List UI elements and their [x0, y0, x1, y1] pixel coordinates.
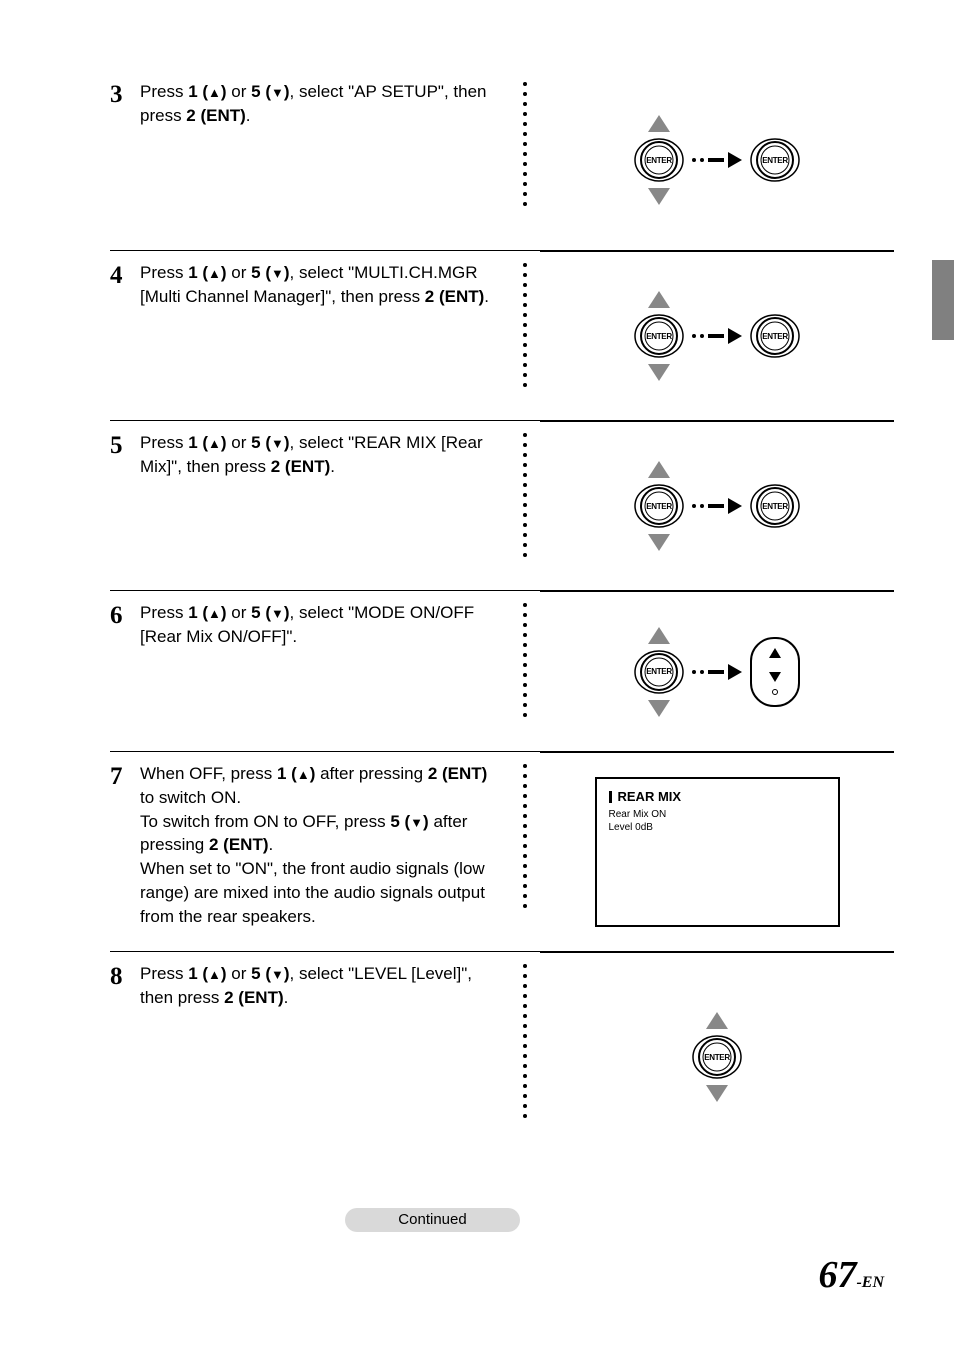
- up-arrow-icon: [648, 291, 670, 308]
- step-graphic: ENTER ENTER: [540, 80, 894, 240]
- up-down-button-icon: [750, 637, 800, 707]
- dotted-divider: [510, 80, 540, 240]
- up-arrow-icon: [648, 115, 670, 132]
- dotted-divider: [510, 962, 540, 1151]
- step-row: 3 Press 1 (▲) or 5 (▼), select "AP SETUP…: [110, 80, 894, 240]
- up-arrow-icon: [648, 461, 670, 478]
- step-number: 7: [110, 762, 140, 941]
- up-arrow-icon: [706, 1012, 728, 1029]
- step-number: 3: [110, 80, 140, 240]
- page-number: 67-EN: [818, 1253, 884, 1297]
- enter-knob-icon: ENTER: [692, 1032, 742, 1082]
- dotted-divider: [510, 261, 540, 410]
- step-graphic: ENTER ENTER: [540, 421, 894, 580]
- step-text: Press 1 (▲) or 5 (▼), select "REAR MIX […: [140, 431, 510, 580]
- dots-arrow-icon: [692, 152, 742, 168]
- step-row: 8 Press 1 (▲) or 5 (▼), select "LEVEL [L…: [110, 951, 894, 1151]
- enter-knob-icon: ENTER: [634, 311, 684, 361]
- step-graphic: ENTER: [540, 591, 894, 741]
- enter-knob-icon: ENTER: [750, 481, 800, 531]
- dots-arrow-icon: [692, 328, 742, 344]
- step-row: 6 Press 1 (▲) or 5 (▼), select "MODE ON/…: [110, 590, 894, 741]
- step-graphic: ENTER: [540, 952, 894, 1151]
- step-text: Press 1 (▲) or 5 (▼), select "MULTI.CH.M…: [140, 261, 510, 410]
- dots-arrow-icon: [692, 664, 742, 680]
- display-screen: REAR MIX Rear Mix ON Level 0dB: [595, 777, 840, 927]
- dots-arrow-icon: [692, 498, 742, 514]
- step-number: 4: [110, 261, 140, 410]
- down-arrow-icon: [648, 700, 670, 717]
- step-graphic: REAR MIX Rear Mix ON Level 0dB: [540, 752, 894, 941]
- down-arrow-icon: [648, 188, 670, 205]
- step-text: Press 1 (▲) or 5 (▼), select "MODE ON/OF…: [140, 601, 510, 741]
- step-text: Press 1 (▲) or 5 (▼), select "LEVEL [Lev…: [140, 962, 510, 1151]
- dotted-divider: [510, 762, 540, 941]
- enter-knob-icon: ENTER: [750, 135, 800, 185]
- side-tab: [932, 260, 954, 340]
- step-text: Press 1 (▲) or 5 (▼), select "AP SETUP",…: [140, 80, 510, 240]
- down-arrow-icon: [706, 1085, 728, 1102]
- enter-knob-icon: ENTER: [634, 481, 684, 531]
- step-number: 5: [110, 431, 140, 580]
- dotted-divider: [510, 431, 540, 580]
- step-number: 8: [110, 962, 140, 1151]
- step-number: 6: [110, 601, 140, 741]
- dotted-divider: [510, 601, 540, 741]
- up-arrow-icon: [648, 627, 670, 644]
- step-text: When OFF, press 1 (▲) after pressing 2 (…: [140, 762, 510, 941]
- down-arrow-icon: [648, 534, 670, 551]
- step-row: 4 Press 1 (▲) or 5 (▼), select "MULTI.CH…: [110, 250, 894, 410]
- step-row: 5 Press 1 (▲) or 5 (▼), select "REAR MIX…: [110, 420, 894, 580]
- enter-knob-icon: ENTER: [634, 647, 684, 697]
- enter-knob-icon: ENTER: [750, 311, 800, 361]
- step-row: 7 When OFF, press 1 (▲) after pressing 2…: [110, 751, 894, 941]
- step-graphic: ENTER ENTER: [540, 251, 894, 410]
- down-arrow-icon: [648, 364, 670, 381]
- continued-pill: Continued: [345, 1208, 520, 1232]
- enter-knob-icon: ENTER: [634, 135, 684, 185]
